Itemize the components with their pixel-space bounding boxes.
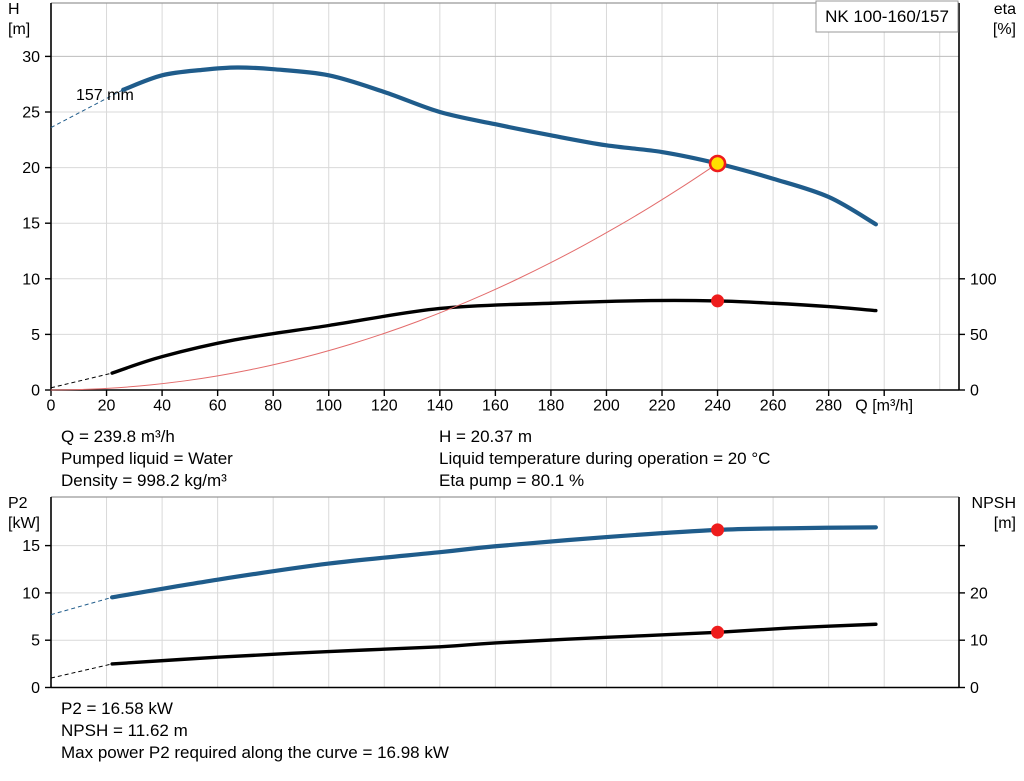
- svg-text:200: 200: [593, 398, 620, 415]
- svg-text:P2 = 16.58 kW: P2 = 16.58 kW: [61, 699, 173, 718]
- svg-text:140: 140: [426, 398, 453, 415]
- svg-text:5: 5: [31, 633, 40, 650]
- svg-text:0: 0: [970, 383, 979, 400]
- svg-text:Q = 239.8 m³/h: Q = 239.8 m³/h: [61, 427, 175, 446]
- svg-text:0: 0: [31, 680, 40, 697]
- svg-text:NPSH: NPSH: [972, 495, 1016, 512]
- svg-text:157 mm: 157 mm: [76, 87, 134, 104]
- svg-text:0: 0: [970, 680, 979, 697]
- svg-text:25: 25: [22, 105, 40, 122]
- svg-text:Pumped liquid = Water: Pumped liquid = Water: [61, 449, 233, 468]
- svg-text:0: 0: [47, 398, 56, 415]
- svg-text:Max power P2 required along th: Max power P2 required along the curve = …: [61, 743, 449, 762]
- svg-text:15: 15: [22, 216, 40, 233]
- svg-text:0: 0: [31, 383, 40, 400]
- svg-text:Eta pump = 80.1 %: Eta pump = 80.1 %: [439, 471, 584, 490]
- svg-text:H = 20.37 m: H = 20.37 m: [439, 427, 532, 446]
- svg-text:Liquid temperature during oper: Liquid temperature during operation = 20…: [439, 449, 770, 468]
- svg-text:10: 10: [970, 633, 988, 650]
- svg-text:160: 160: [482, 398, 509, 415]
- svg-text:20: 20: [22, 160, 40, 177]
- svg-text:P2: P2: [8, 495, 28, 512]
- svg-text:Q [m³/h]: Q [m³/h]: [855, 398, 913, 415]
- svg-text:120: 120: [371, 398, 398, 415]
- svg-text:eta: eta: [994, 1, 1016, 18]
- svg-text:180: 180: [538, 398, 565, 415]
- svg-text:[m]: [m]: [994, 515, 1016, 532]
- svg-text:NPSH = 11.62 m: NPSH = 11.62 m: [61, 721, 188, 740]
- svg-text:H: H: [8, 1, 20, 18]
- svg-text:100: 100: [315, 398, 342, 415]
- svg-text:[%]: [%]: [993, 21, 1016, 38]
- svg-text:Density = 998.2 kg/m³: Density = 998.2 kg/m³: [61, 471, 227, 490]
- svg-text:20: 20: [98, 398, 116, 415]
- svg-text:40: 40: [153, 398, 171, 415]
- svg-text:100: 100: [970, 271, 997, 288]
- svg-text:15: 15: [22, 538, 40, 555]
- svg-text:10: 10: [22, 271, 40, 288]
- svg-text:80: 80: [264, 398, 282, 415]
- svg-text:5: 5: [31, 327, 40, 344]
- svg-text:280: 280: [815, 398, 842, 415]
- svg-text:50: 50: [970, 327, 988, 344]
- svg-text:220: 220: [649, 398, 676, 415]
- svg-text:60: 60: [209, 398, 227, 415]
- svg-text:NK 100-160/157: NK 100-160/157: [825, 7, 949, 26]
- svg-text:10: 10: [22, 585, 40, 602]
- svg-text:[m]: [m]: [8, 21, 30, 38]
- svg-text:30: 30: [22, 49, 40, 66]
- svg-text:20: 20: [970, 585, 988, 602]
- svg-text:240: 240: [704, 398, 731, 415]
- svg-text:[kW]: [kW]: [8, 515, 40, 532]
- svg-text:260: 260: [760, 398, 787, 415]
